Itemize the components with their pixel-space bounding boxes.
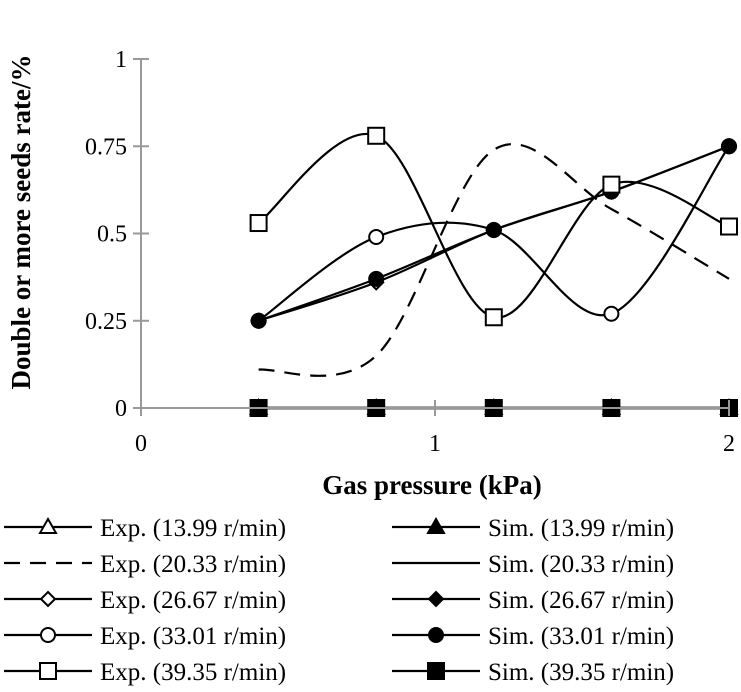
legend-label-sim-39-35-r-min: Sim. (39.35 r/min) bbox=[488, 659, 674, 686]
series-line-exp-33-01-r-min bbox=[257, 145, 730, 322]
x-tick-label: 0 bbox=[135, 431, 147, 457]
y-tick-label: 0.75 bbox=[85, 134, 127, 160]
legend-marker-sim-26-67-r-min bbox=[427, 590, 445, 608]
data-point-exp-39-35-r-min bbox=[367, 126, 386, 145]
y-tick-label: 1 bbox=[115, 47, 127, 73]
data-point-exp-39-35-r-min bbox=[249, 214, 268, 233]
legend-label-exp-39-35-r-min: Exp. (39.35 r/min) bbox=[100, 659, 286, 686]
legend-label-sim-20-33-r-min: Sim. (20.33 r/min) bbox=[488, 551, 674, 578]
legend-marker-sim-33-01-r-min bbox=[428, 627, 444, 643]
legend-label-exp-20-33-r-min: Exp. (20.33 r/min) bbox=[100, 551, 286, 578]
legend-label-sim-26-67-r-min: Sim. (26.67 r/min) bbox=[488, 587, 674, 614]
legend-marker-sim-13-99-r-min bbox=[426, 516, 446, 534]
y-axis-title: Double or more seeds rate/% bbox=[6, 55, 36, 390]
legend-label-exp-33-01-r-min: Exp. (33.01 r/min) bbox=[100, 623, 286, 650]
axes: 0 0.25 0.5 0.75 1 0 1 2 bbox=[85, 47, 735, 457]
legend-marker-exp-39-35-r-min bbox=[39, 662, 57, 680]
legend-marker-exp-26-67-r-min bbox=[39, 590, 57, 608]
data-point-sim-33-01-r-min bbox=[368, 270, 385, 287]
y-tick-label: 0 bbox=[115, 396, 127, 422]
x-tick-label: 2 bbox=[723, 431, 735, 457]
legend-label-exp-26-67-r-min: Exp. (26.67 r/min) bbox=[100, 587, 286, 614]
data-point-sim-33-01-r-min bbox=[721, 138, 737, 155]
data-point-exp-33-01-r-min bbox=[603, 305, 620, 322]
y-tick-label: 0.5 bbox=[97, 222, 127, 248]
legend-marker-sim-39-35-r-min bbox=[427, 662, 445, 680]
x-axis-title: Gas pressure (kPa) bbox=[322, 470, 542, 500]
legend: Exp. (13.99 r/min) Sim. (13.99 r/min) Exp.… bbox=[4, 515, 674, 686]
data-point-exp-39-35-r-min bbox=[602, 175, 621, 194]
data-point-sim-33-01-r-min bbox=[485, 222, 502, 239]
legend-label-exp-13-99-r-min: Exp. (13.99 r/min) bbox=[100, 515, 286, 542]
legend-label-sim-13-99-r-min: Sim. (13.99 r/min) bbox=[488, 515, 674, 542]
series-line-exp-20-33-r-min bbox=[258, 143, 730, 377]
legend-marker-exp-13-99-r-min bbox=[38, 516, 58, 534]
y-tick-label: 0.25 bbox=[85, 309, 127, 335]
x-tick-label: 1 bbox=[429, 431, 441, 457]
legend-marker-exp-33-01-r-min bbox=[40, 627, 56, 643]
plot-area bbox=[248, 126, 739, 417]
legend-label-sim-33-01-r-min: Sim. (33.01 r/min) bbox=[488, 623, 674, 650]
data-point-exp-33-01-r-min bbox=[368, 228, 385, 245]
data-point-exp-39-35-r-min bbox=[484, 308, 503, 327]
data-point-sim-33-01-r-min bbox=[250, 312, 267, 329]
data-point-exp-39-35-r-min bbox=[720, 217, 738, 236]
